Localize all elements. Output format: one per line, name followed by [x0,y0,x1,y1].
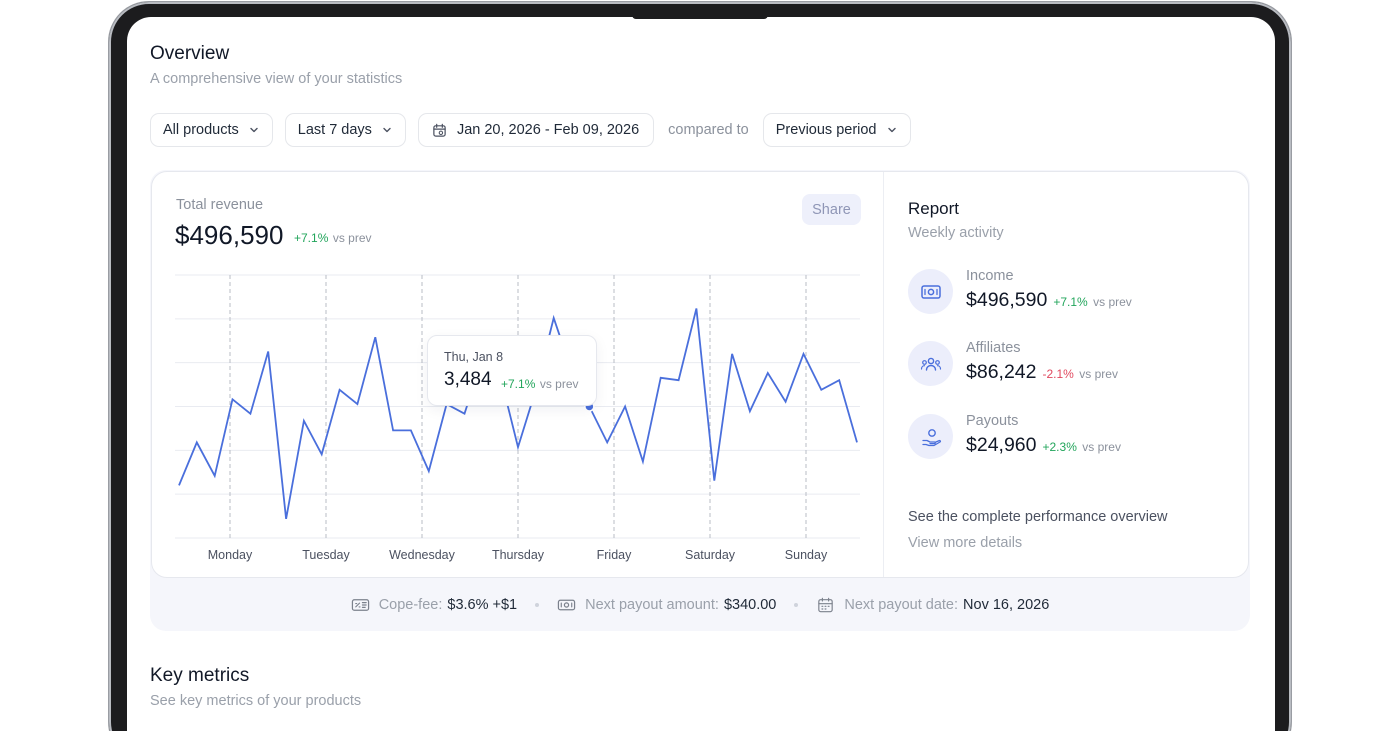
filter-bar: All products Last 7 days Jan 20, 2026 - … [150,113,923,147]
revenue-series-line [178,308,858,520]
delta-value: +7.1% [501,377,536,391]
products-dropdown[interactable]: All products [150,113,273,147]
report-title: Report [908,199,960,218]
fee-label: Cope-fee: [378,597,443,613]
vs-prev-label: vs prev [1093,295,1132,309]
date-range-label: Jan 20, 2026 - Feb 09, 2026 [456,122,640,138]
range-dropdown[interactable]: Last 7 days [284,113,406,147]
tooltip-date: Thu, Jan 8 [444,350,504,364]
income-value: $496,590 [966,289,1048,311]
calendar-icon [818,597,834,613]
key-metrics-subtitle: See key metrics of your products [150,693,362,709]
payouts-delta: +2.3% [1042,440,1077,454]
total-revenue-value: $496,590 [175,220,284,250]
x-tick-label: Tuesday [302,548,350,562]
app-screen: Overview A comprehensive view of your st… [127,17,1275,731]
card-divider [883,172,884,577]
share-button[interactable]: Share [802,194,861,225]
payout-icon [908,414,953,459]
x-tick-label: Monday [208,548,253,562]
view-more-details-link[interactable]: View more details [908,535,1023,551]
vs-prev-label: vs prev [539,377,579,391]
payout-date-label: Next payout date: [844,597,959,613]
affiliates-delta: -2.1% [1042,367,1074,381]
page-title: Overview [150,43,230,64]
range-dropdown-label: Last 7 days [297,122,372,138]
vs-prev-label: vs prev [1082,440,1121,454]
vs-prev-label: vs prev [1079,367,1118,381]
revenue-report-card: Total revenue $496,590 +7.1% vs prev Sha… [151,171,1249,578]
fee-value: $3.6% +$1 [447,597,518,613]
payouts-value-row: $24,960 +2.3% vs prev [966,434,1121,457]
tooltip-value: 3,484 [444,369,492,390]
income-metric: Income $496,590 +7.1% vs prev [908,268,1238,319]
chevron-down-icon [250,127,258,133]
x-tick-label: Thursday [492,548,545,562]
total-revenue-label: Total revenue [176,197,264,213]
x-tick-label: Saturday [685,548,736,562]
total-revenue-delta: +7.1% vs prev [294,229,372,247]
ticket-icon [351,599,369,611]
x-tick-label: Friday [597,548,632,562]
chevron-down-icon [383,127,391,133]
calendar-icon [433,123,446,137]
vs-prev-label: vs prev [332,231,372,245]
device-notch [632,15,768,19]
payout-date-value: Nov 16, 2026 [963,597,1050,613]
key-metrics-title: Key metrics [150,665,250,686]
page-subtitle: A comprehensive view of your statistics [150,71,403,87]
x-tick-label: Wednesday [389,548,456,562]
comparison-dropdown-label: Previous period [775,122,877,138]
users-icon [908,341,953,386]
affiliates-metric: Affiliates $86,242 -2.1% vs prev [908,340,1238,391]
money-icon [908,269,953,314]
date-range-picker[interactable]: Jan 20, 2026 - Feb 09, 2026 [417,113,655,147]
separator-dot [794,603,799,607]
income-delta: +7.1% [1053,295,1088,309]
x-tick-label: Sunday [785,548,828,562]
payouts-value: $24,960 [966,434,1037,456]
separator-dot [535,603,540,607]
revenue-line-chart[interactable]: Monday Tuesday Wednesday Thursday Friday Satu… [152,172,883,577]
cash-icon [557,599,576,611]
affiliates-value: $86,242 [966,361,1037,383]
income-value-row: $496,590 +7.1% vs prev [966,289,1132,312]
income-label: Income [966,268,1014,284]
payout-amount-label: Next payout amount: [585,597,719,613]
payouts-metric: Payouts $24,960 +2.3% vs prev [908,413,1238,464]
affiliates-value-row: $86,242 -2.1% vs prev [966,361,1118,384]
comparison-dropdown[interactable]: Previous period [762,113,911,147]
delta-value: +7.1% [294,231,329,245]
affiliates-label: Affiliates [966,340,1021,356]
chevron-down-icon [887,127,896,133]
payouts-label: Payouts [966,413,1019,429]
payout-amount-value: $340.00 [723,597,777,613]
performance-overview-link[interactable]: See the complete performance overview [908,509,1168,525]
payout-info-strip: Cope-fee: $3.6% +$1 Next payout amount: … [150,587,1250,623]
compared-to-label: compared to [668,122,749,138]
tooltip-delta: +7.1% vs prev [501,375,579,393]
chart-tooltip: Thu, Jan 8 3,484 +7.1% vs prev [427,335,597,406]
products-dropdown-label: All products [163,122,239,138]
report-subtitle: Weekly activity [908,225,1004,241]
